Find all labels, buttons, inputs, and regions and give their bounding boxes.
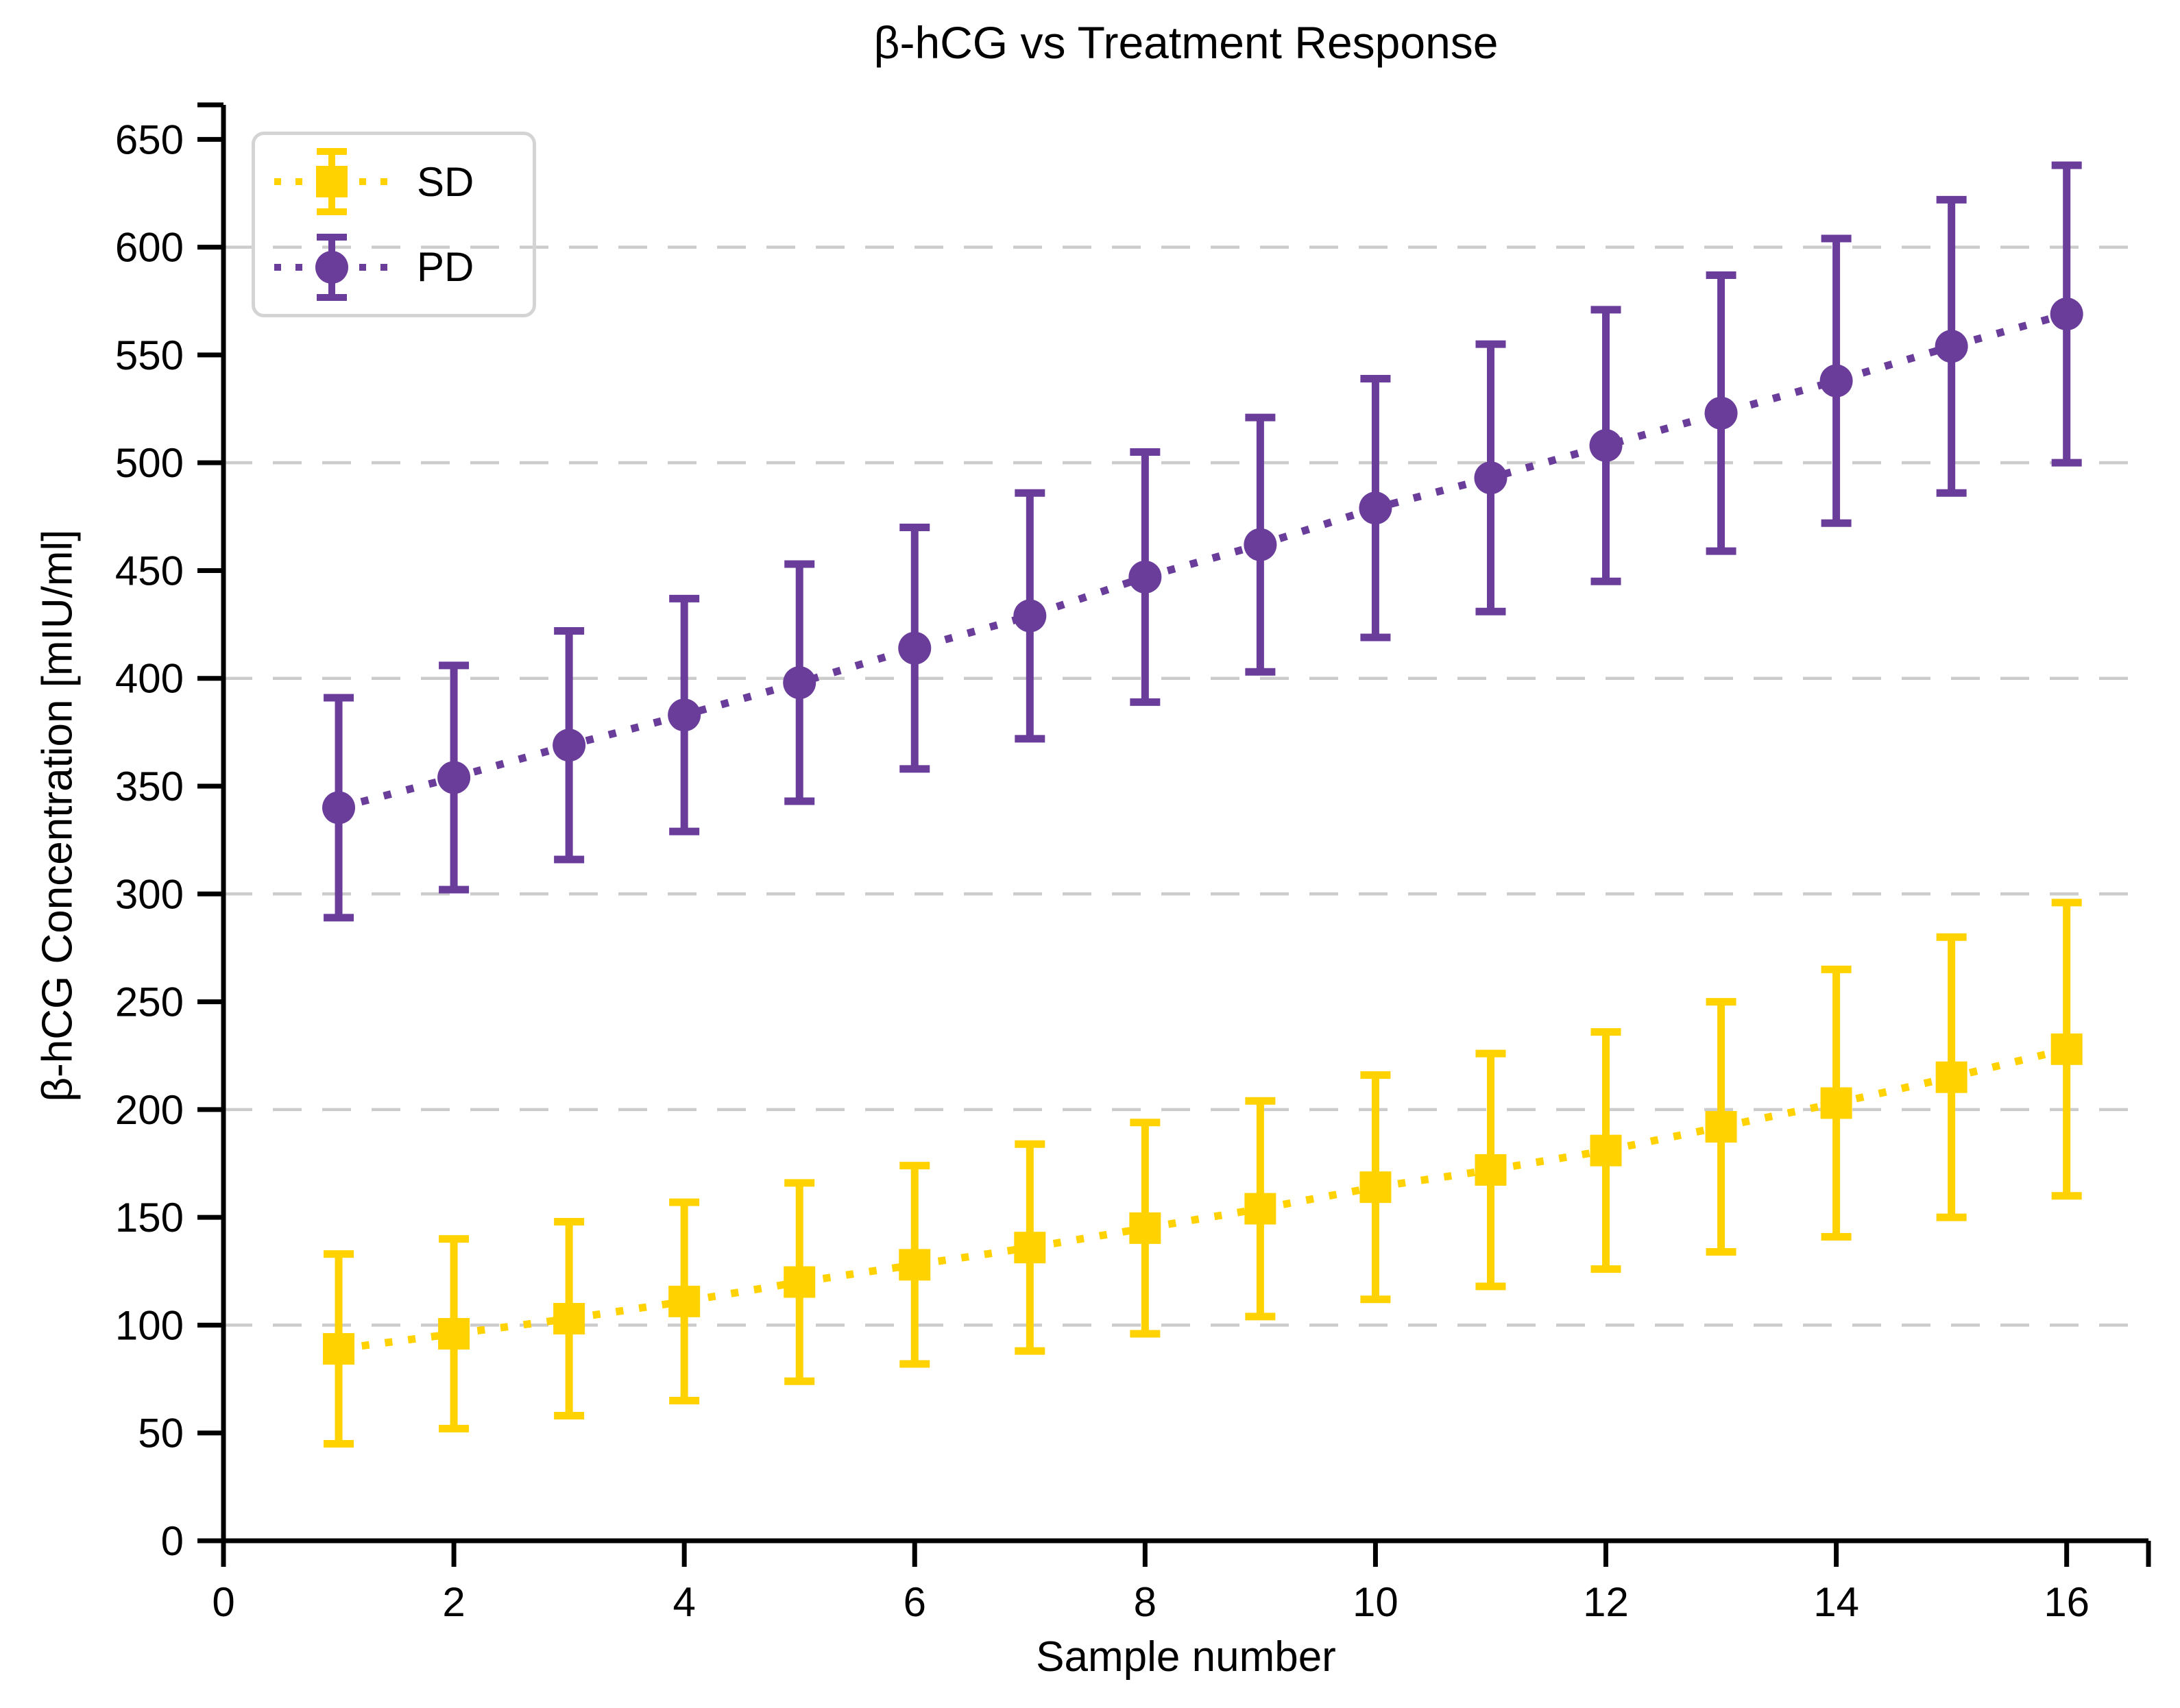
sd-data-point [1820,1087,1852,1119]
sd-data-point [553,1302,585,1334]
y-tick-label: 0 [161,1518,184,1564]
legend: SD PD [252,132,536,317]
y-tick-label: 200 [115,1087,184,1133]
x-tick-label: 4 [673,1579,695,1625]
x-tick-label: 10 [1353,1579,1398,1625]
pd-data-point [2050,297,2083,331]
legend-entry-pd: PD [270,225,533,310]
y-tick-label: 250 [115,979,184,1025]
pd-data-point [783,666,816,700]
sd-errorbar-marker-icon [274,148,389,216]
pd-data-point [898,631,932,665]
x-tick-label: 16 [2044,1579,2090,1625]
x-axis-label: Sample number [1036,1633,1336,1681]
series-pd [322,161,2083,922]
y-tick-label: 650 [115,117,184,162]
legend-entry-sd: SD [270,139,533,224]
pd-data-point [437,761,471,794]
sd-data-point [1014,1232,1046,1264]
sd-data-point [1129,1212,1161,1244]
y-tick-label: 50 [138,1411,184,1456]
sd-data-point [323,1333,355,1365]
y-tick-label: 550 [115,332,184,378]
y-tick-label: 350 [115,764,184,809]
x-tick-label: 0 [212,1579,234,1625]
axes: 0 50 100 150 200 250 300 350 400 450 500 550 600 650 0… [115,102,2151,1625]
gridlines [223,245,2148,1327]
legend-label-sd: SD [417,158,474,205]
pd-data-point [1704,396,1738,430]
pd-errorbar-marker-icon [274,233,389,301]
pd-data-point [1474,461,1507,495]
sd-data-point [899,1249,931,1281]
sd-data-point [1244,1193,1276,1225]
series-sd [323,899,2083,1448]
y-tick-label: 450 [115,548,184,594]
pd-data-point [553,729,586,762]
sd-data-point [784,1266,816,1298]
pd-data-point [1589,429,1623,463]
sd-data-point [1359,1171,1392,1204]
y-tick-label: 150 [115,1195,184,1241]
sd-data-point [1935,1061,1967,1093]
x-tick-label: 12 [1583,1579,1629,1625]
x-tick-label: 14 [1813,1579,1859,1625]
pd-data-point [1935,330,1968,363]
sd-data-point [1590,1134,1622,1167]
y-tick-label: 400 [115,656,184,702]
pd-data-point [1013,599,1047,633]
x-tick-label: 8 [1134,1579,1156,1625]
x-tick-label: 2 [442,1579,465,1625]
pd-data-point [1819,364,1853,398]
y-tick-label: 600 [115,225,184,271]
sd-data-point [668,1285,701,1317]
y-tick-label: 100 [115,1302,184,1348]
sd-data-point [2050,1033,2083,1065]
legend-label-pd: PD [417,244,474,291]
sd-data-point [1705,1111,1737,1143]
y-tick-label: 500 [115,440,184,486]
x-tick-label: 6 [904,1579,926,1625]
sd-data-point [438,1318,470,1350]
sd-data-point [1475,1154,1507,1186]
chart-title: β-hCG vs Treatment Response [873,17,1499,68]
pd-data-point [322,791,356,825]
pd-data-point [668,698,701,732]
pd-data-point [1359,491,1392,525]
y-tick-label: 300 [115,871,184,917]
pd-data-point [1128,560,1162,594]
pd-data-point [1244,528,1277,561]
